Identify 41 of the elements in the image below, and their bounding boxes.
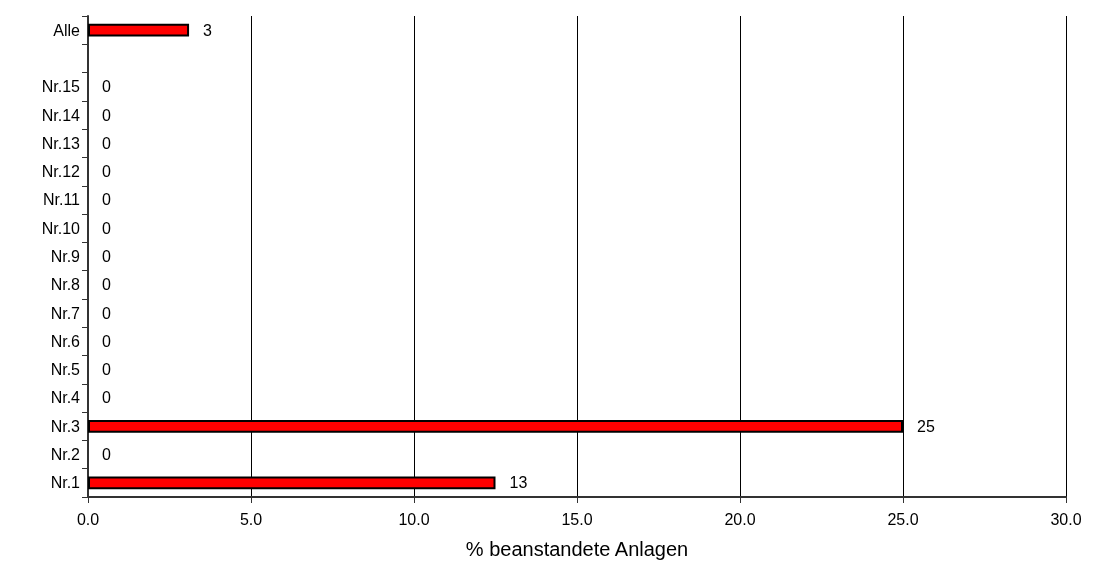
y-tick-label: Nr.7 — [50, 304, 81, 322]
y-tick-label: Nr.12 — [41, 163, 81, 181]
data-label: 25 — [917, 417, 935, 435]
y-tick-label: Nr.15 — [41, 78, 81, 96]
y-tick-label: Nr.6 — [50, 332, 81, 350]
data-label: 0 — [102, 361, 111, 379]
y-tick-label: Nr.9 — [50, 248, 81, 265]
y-tick-label: Nr.14 — [41, 106, 81, 124]
data-label: 13 — [509, 474, 528, 492]
x-tick-label: 0.0 — [76, 510, 100, 528]
x-axis-title: % beanstandete Anlagen — [465, 538, 689, 560]
data-label: 0 — [102, 134, 111, 152]
x-tick-label: 15.0 — [561, 510, 593, 528]
data-label: 0 — [102, 106, 111, 124]
y-tick-label: Alle — [53, 21, 81, 39]
y-tick-label: Nr.13 — [41, 134, 81, 152]
y-tick-label: Nr.5 — [50, 361, 81, 379]
data-label: 0 — [102, 332, 111, 350]
bar — [88, 23, 190, 37]
data-label: 0 — [102, 163, 111, 181]
data-label: 0 — [102, 446, 111, 464]
y-tick-label: Nr.3 — [50, 417, 81, 435]
data-label: 0 — [102, 276, 111, 294]
data-label: 0 — [102, 304, 111, 322]
x-tick-label: 5.0 — [239, 510, 263, 528]
y-tick-label: Nr.4 — [50, 389, 81, 407]
data-label: 0 — [102, 219, 111, 237]
y-tick-label: Nr.2 — [50, 446, 81, 464]
data-label: 0 — [102, 191, 111, 209]
data-label: 0 — [102, 78, 111, 96]
x-tick-label: 30.0 — [1050, 510, 1082, 528]
y-tick-label: Nr.8 — [50, 276, 81, 294]
y-tick-label: Nr.10 — [41, 219, 81, 237]
data-label: 3 — [203, 21, 213, 39]
y-tick-label: Nr.1 — [50, 474, 81, 492]
x-tick-label: 25.0 — [887, 510, 919, 528]
data-label: 0 — [102, 248, 111, 265]
x-tick-label: 10.0 — [398, 510, 430, 528]
data-label: 0 — [102, 389, 111, 407]
x-tick-label: 20.0 — [724, 510, 756, 528]
y-tick-label: Nr.11 — [42, 191, 81, 209]
